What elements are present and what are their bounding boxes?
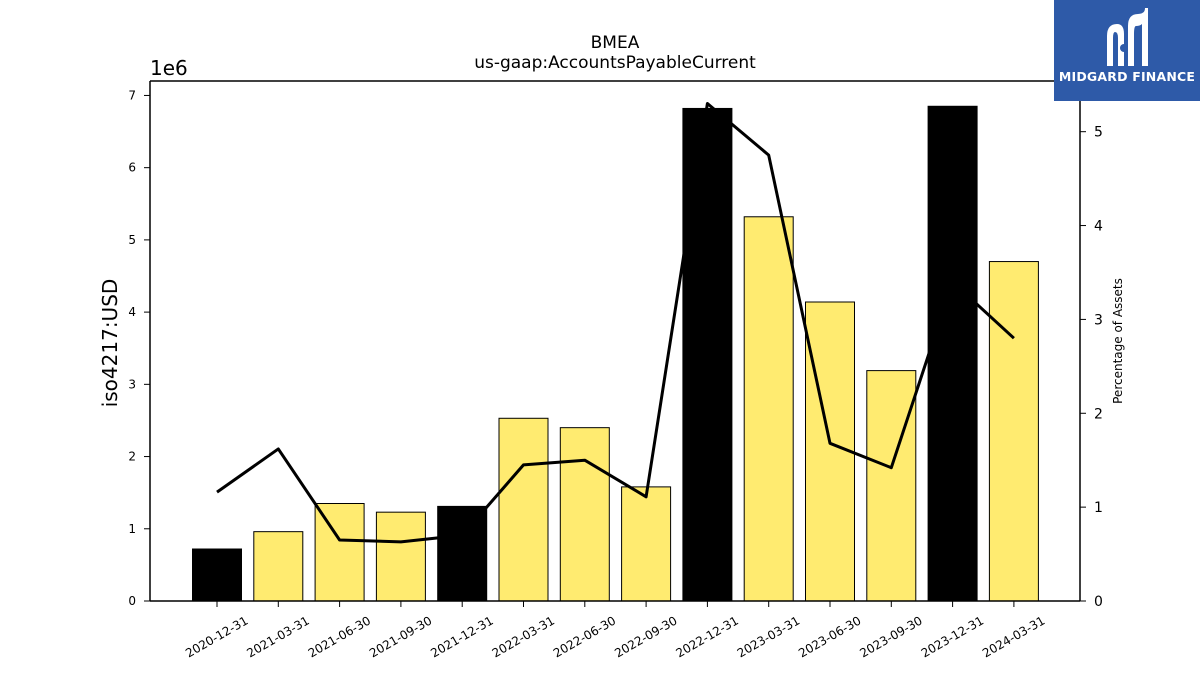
y-tick-label-3: 3: [128, 377, 136, 391]
x-tick-label-2020-12-31: 2020-12-31: [183, 613, 250, 660]
y-tick-label-6: 6: [128, 161, 136, 175]
x-tick-label-2021-06-30: 2021-06-30: [306, 613, 373, 660]
bar-2020-12-31: [192, 548, 242, 602]
y-tick-label-4: 4: [128, 305, 136, 319]
bar-2023-06-30: [805, 301, 855, 602]
y-tick-label-5: 5: [128, 233, 136, 247]
x-tick-label-2021-12-31: 2021-12-31: [428, 613, 495, 660]
brand-name: MIDGARD FINANCE: [1058, 69, 1196, 84]
y-tick-label-7: 7: [128, 88, 136, 102]
bar-2021-12-31: [437, 505, 488, 602]
x-tick-label-2023-09-30: 2023-09-30: [857, 613, 924, 660]
bar-2021-06-30: [314, 503, 365, 602]
y-tick-label-2: 2: [128, 450, 136, 464]
x-tick-label-2024-03-31: 2024-03-31: [980, 613, 1047, 660]
y-tick-label-0: 0: [128, 594, 136, 608]
bar-2022-06-30: [559, 427, 610, 602]
bar-2024-03-31: [988, 261, 1039, 602]
y2-tick-label-5: 5: [1094, 125, 1103, 141]
y2-tick-label-1: 1: [1094, 500, 1103, 516]
x-tick-label-2022-06-30: 2022-06-30: [551, 613, 618, 660]
y2-tick-label-2: 2: [1094, 406, 1103, 422]
x-tick-label-2022-03-31: 2022-03-31: [490, 613, 557, 660]
bar-2021-09-30: [375, 511, 426, 602]
y2-tick-label-4: 4: [1094, 219, 1103, 235]
chart-title: BMEA: [591, 33, 640, 53]
bar-2022-03-31: [498, 417, 549, 602]
chart-subtitle: us-gaap:AccountsPayableCurrent: [474, 53, 756, 73]
y2-axis-label: Percentage of Assets: [1111, 278, 1125, 404]
x-tick-label-2021-03-31: 2021-03-31: [244, 613, 311, 660]
brand-logo: MIDGARD FINANCE: [1054, 0, 1200, 101]
x-tick-label-2023-06-30: 2023-06-30: [796, 613, 863, 660]
x-tick-label-2021-09-30: 2021-09-30: [367, 613, 434, 660]
bar-2023-09-30: [866, 370, 917, 602]
percentage-line: [216, 102, 1015, 544]
x-tick-label-2023-03-31: 2023-03-31: [735, 613, 802, 660]
bar-2023-12-31: [927, 105, 978, 602]
bar-2021-03-31: [253, 531, 304, 602]
bar-2023-03-31: [743, 216, 794, 602]
line-group: [216, 102, 1015, 544]
y-offset-label: 1e6: [150, 56, 188, 80]
x-tick-label-2022-09-30: 2022-09-30: [612, 613, 679, 660]
bar-2022-12-31: [682, 107, 733, 602]
y2-tick-label-3: 3: [1094, 312, 1103, 328]
bar-2022-09-30: [621, 486, 672, 602]
brand-mark-icon: [1107, 8, 1148, 66]
bars-group: [192, 105, 1039, 602]
y-tick-label-1: 1: [128, 522, 136, 536]
y2-tick-label-0: 0: [1094, 594, 1103, 610]
x-tick-label-2023-12-31: 2023-12-31: [919, 613, 986, 660]
y-axis-label: iso4217:USD: [98, 279, 122, 408]
x-tick-label-2022-12-31: 2022-12-31: [673, 613, 740, 660]
